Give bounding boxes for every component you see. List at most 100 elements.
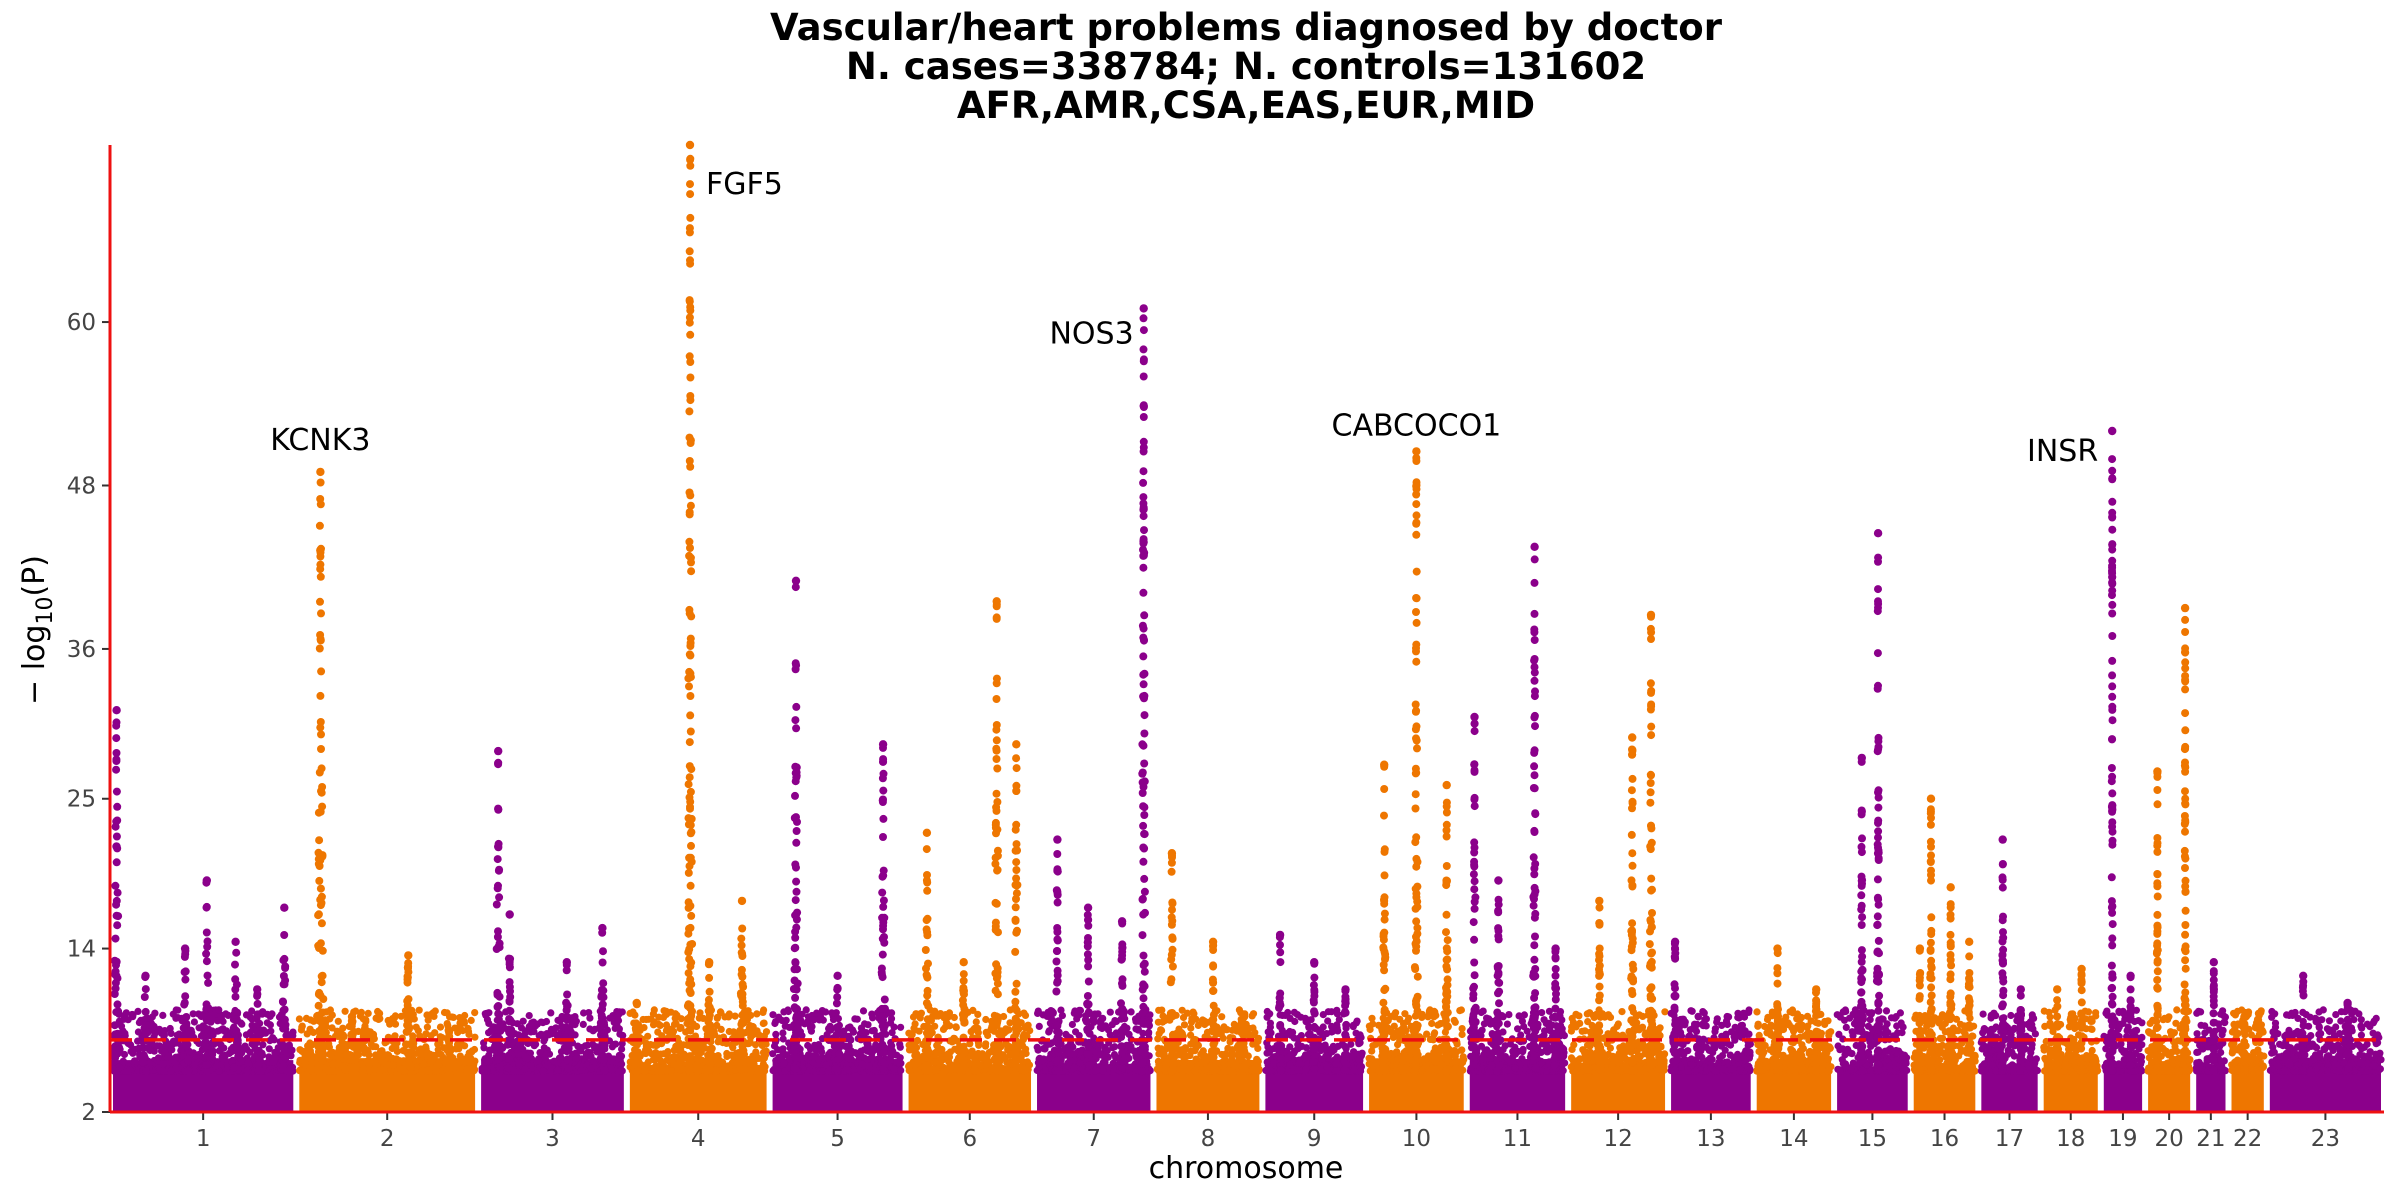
point (112, 858, 121, 867)
point (771, 1019, 779, 1028)
point (923, 1047, 932, 1056)
point (684, 948, 693, 957)
point (122, 1009, 130, 1017)
point (561, 1014, 570, 1023)
point (181, 1030, 190, 1039)
point (505, 978, 514, 987)
point (201, 1041, 210, 1050)
point (890, 1065, 898, 1073)
point (315, 944, 323, 952)
point (687, 567, 696, 576)
point (598, 1000, 607, 1009)
point (598, 958, 607, 967)
point (878, 740, 888, 749)
point (1233, 1022, 1241, 1030)
point (467, 1016, 475, 1024)
point (181, 992, 190, 1001)
point (404, 962, 413, 971)
point (959, 1001, 968, 1010)
point (280, 931, 289, 939)
point (792, 838, 801, 847)
point (844, 1054, 852, 1062)
chromosome-2-points (295, 467, 479, 1112)
point (686, 727, 695, 736)
point (202, 1061, 211, 1069)
point (938, 1045, 946, 1054)
point (517, 1024, 526, 1032)
point (215, 1006, 223, 1014)
point (316, 478, 325, 487)
point (222, 1010, 230, 1018)
point (112, 787, 121, 796)
point (586, 1025, 594, 1033)
point (598, 923, 607, 933)
point (131, 1057, 139, 1065)
point (1140, 830, 1149, 839)
point (1161, 1017, 1169, 1025)
point (697, 1048, 705, 1057)
chart-title-line-3: AFR,AMR,CSA,EAS,EUR,MID (957, 84, 1535, 127)
point (231, 985, 240, 994)
point (599, 979, 608, 988)
point (362, 1018, 370, 1026)
point (124, 1016, 132, 1024)
point (113, 921, 122, 930)
point (1012, 928, 1021, 937)
point (306, 1025, 314, 1033)
point (738, 980, 747, 989)
point (779, 1035, 787, 1043)
point (110, 1067, 119, 1075)
point (169, 1010, 177, 1018)
point (959, 989, 968, 997)
point (1119, 1057, 1128, 1066)
point (878, 888, 887, 897)
point (685, 605, 694, 614)
point (1140, 887, 1149, 896)
point (923, 886, 932, 895)
point (992, 695, 1001, 703)
point (995, 1031, 1003, 1039)
point (422, 1043, 430, 1051)
point (662, 1066, 670, 1074)
point (273, 1048, 281, 1056)
point (686, 544, 694, 552)
point (119, 1057, 127, 1065)
point (1084, 962, 1093, 971)
point (562, 958, 571, 967)
point (878, 872, 887, 881)
point (316, 572, 325, 581)
point (1012, 1019, 1021, 1028)
point (562, 1006, 571, 1015)
point (942, 1018, 951, 1026)
point (213, 1062, 221, 1070)
point (1140, 844, 1149, 853)
point (1139, 402, 1148, 411)
point (172, 1039, 180, 1047)
point (1138, 895, 1147, 904)
point (1178, 1006, 1186, 1014)
point (485, 1009, 493, 1017)
point (686, 1004, 695, 1013)
point (686, 501, 695, 510)
point (139, 1058, 148, 1067)
point (427, 1011, 435, 1019)
point (242, 1011, 251, 1019)
point (879, 786, 888, 795)
point (520, 1031, 528, 1039)
point (992, 755, 1001, 763)
point (184, 1067, 193, 1075)
point (1012, 1028, 1021, 1037)
point (308, 1059, 316, 1067)
point (1118, 1063, 1127, 1072)
point (1038, 1056, 1046, 1065)
point (459, 1027, 467, 1035)
point (329, 1067, 337, 1075)
point (1127, 1042, 1135, 1050)
point (1053, 866, 1062, 875)
point (1062, 1030, 1070, 1038)
point (775, 1013, 783, 1021)
point (809, 1016, 817, 1024)
point (223, 1064, 231, 1072)
point (738, 924, 747, 933)
point (202, 928, 211, 937)
